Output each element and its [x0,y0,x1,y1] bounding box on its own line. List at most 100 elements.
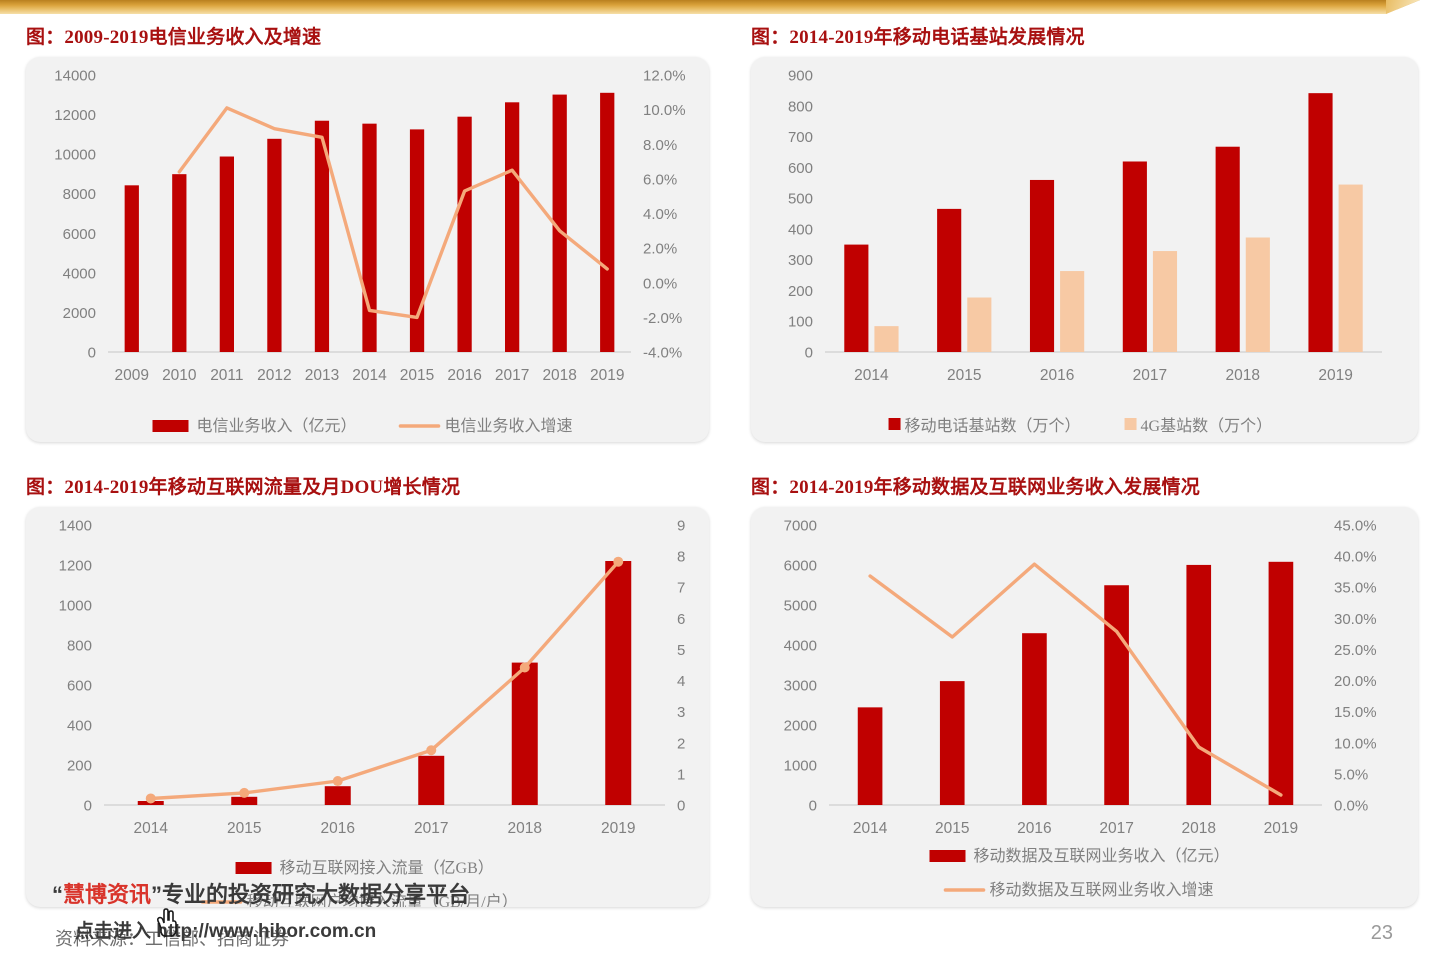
svg-text:2010: 2010 [162,367,197,384]
watermark-link[interactable]: 点击进入 http://www.hibor.com.cn [75,921,377,942]
chart-title-mobile-traffic-dou: 图：2014-2019年移动互联网流量及月DOU增长情况 [26,477,461,498]
svg-text:8000: 8000 [63,186,96,203]
svg-text:2015: 2015 [227,820,261,837]
svg-text:300: 300 [788,252,813,269]
charts-grid: 图：2009-2019电信业务收入及增速 0 2000 4000 6000 8000 10… [0,14,1440,914]
svg-text:2014: 2014 [853,820,888,837]
svg-text:7000: 7000 [784,518,817,535]
svg-text:400: 400 [788,221,813,238]
svg-text:电信业务收入增速: 电信业务收入增速 [445,417,573,435]
svg-text:2017: 2017 [1133,367,1167,384]
svg-text:1200: 1200 [59,558,92,575]
svg-text:200: 200 [788,283,813,300]
top-gold-band-tip [1386,0,1420,14]
chart-card-base-stations: 0 100 200 300 400 500 600 700 800 900 2014 2015 2016… [751,57,1418,442]
svg-text:移动数据及互联网业务收入增速: 移动数据及互联网业务收入增速 [990,881,1214,899]
svg-text:2017: 2017 [414,820,448,837]
svg-text:800: 800 [67,638,92,655]
svg-text:6000: 6000 [784,558,817,575]
svg-text:0: 0 [84,798,92,815]
svg-text:2018: 2018 [542,367,576,384]
svg-text:9: 9 [677,518,685,535]
svg-text:2015: 2015 [400,367,434,384]
svg-text:1400: 1400 [59,518,92,535]
svg-text:移动电话基站数（万个）: 移动电话基站数（万个） [905,417,1081,435]
svg-text:2015: 2015 [947,367,981,384]
svg-text:2017: 2017 [1099,820,1133,837]
svg-text:7: 7 [677,580,685,597]
svg-text:600: 600 [67,678,92,695]
svg-text:2016: 2016 [1040,367,1074,384]
svg-text:2016: 2016 [321,820,355,837]
svg-text:8: 8 [677,549,685,566]
svg-text:1: 1 [677,766,685,783]
svg-text:800: 800 [788,98,813,115]
svg-text:2018: 2018 [1182,820,1216,837]
svg-text:0: 0 [88,345,96,362]
svg-text:200: 200 [67,758,92,775]
chart-cell-base-stations: 图：2014-2019年移动电话基站发展情况 0 100 200 300 400 500 6… [725,14,1440,470]
svg-text:3: 3 [677,704,685,721]
chart-title-telecom-revenue: 图：2009-2019电信业务收入及增速 [26,27,322,48]
svg-text:移动互联网接入流量（亿GB）: 移动互联网接入流量（亿GB） [280,859,494,877]
svg-text:2: 2 [677,735,685,752]
svg-text:10.0%: 10.0% [643,102,686,119]
svg-text:6000: 6000 [63,226,96,243]
svg-text:2013: 2013 [305,367,339,384]
chart-svg-telecom-revenue: 0 2000 4000 6000 8000 10000 12000 14000 -4.0% -2.… [54,68,686,436]
svg-text:6: 6 [677,611,685,628]
watermark-quote-close: ” [151,882,163,907]
svg-text:12000: 12000 [54,107,96,124]
svg-text:0.0%: 0.0% [643,275,677,292]
svg-text:12.0%: 12.0% [643,68,686,85]
page-number: 23 [1370,922,1393,944]
svg-text:500: 500 [788,191,813,208]
svg-text:6.0%: 6.0% [643,171,677,188]
svg-text:700: 700 [788,129,813,146]
svg-text:1000: 1000 [59,598,92,615]
svg-text:4.0%: 4.0% [643,206,677,223]
svg-text:2000: 2000 [63,305,96,322]
svg-text:14000: 14000 [54,68,96,85]
svg-text:10.0%: 10.0% [1334,735,1377,752]
watermark-quote-open: “ [52,882,63,907]
chart-cell-mobile-data-revenue: 图：2014-2019年移动数据及互联网业务收入发展情况 0 1000 2000 30… [725,470,1440,914]
chart-card-mobile-data-revenue: 0 1000 2000 3000 4000 5000 6000 7000 0.0% 5.0% 10.… [751,507,1418,907]
svg-text:2011: 2011 [210,367,243,384]
svg-text:30.0%: 30.0% [1334,611,1377,628]
svg-text:2000: 2000 [784,718,817,735]
chart-cell-telecom-revenue: 图：2009-2019电信业务收入及增速 0 2000 4000 6000 8000 10… [0,14,725,470]
top-gold-band [0,0,1420,14]
svg-text:2012: 2012 [257,367,291,384]
svg-text:900: 900 [788,68,813,85]
svg-text:1000: 1000 [784,758,817,775]
svg-text:0.0%: 0.0% [1334,798,1368,815]
svg-text:移动数据及互联网业务收入（亿元）: 移动数据及互联网业务收入（亿元） [974,847,1230,865]
svg-text:2017: 2017 [495,367,529,384]
svg-text:600: 600 [788,160,813,177]
svg-text:25.0%: 25.0% [1334,642,1377,659]
svg-text:2014: 2014 [352,367,387,384]
svg-text:40.0%: 40.0% [1334,549,1377,566]
svg-text:4G基站数（万个）: 4G基站数（万个） [1141,417,1273,435]
svg-text:0: 0 [805,345,813,362]
svg-text:100: 100 [788,314,813,331]
chart-card-telecom-revenue: 0 2000 4000 6000 8000 10000 12000 14000 -4.0% -2.… [26,57,709,442]
chart-svg-mobile-data-revenue: 0 1000 2000 3000 4000 5000 6000 7000 0.0% 5.0% 10.… [784,518,1377,900]
svg-text:10000: 10000 [54,147,96,164]
svg-text:5000: 5000 [784,598,817,615]
svg-text:2009: 2009 [115,367,149,384]
watermark-brand: 慧博资讯 [63,882,152,907]
watermark-tagline: 专业的投资研究大数据分享平台 [162,882,471,907]
svg-text:45.0%: 45.0% [1334,518,1377,535]
hand-cursor-icon [156,908,177,937]
svg-text:400: 400 [67,718,92,735]
svg-text:2019: 2019 [590,367,624,384]
svg-text:2016: 2016 [447,367,481,384]
chart-svg-mobile-traffic-dou: 0 200 400 600 800 1000 1200 1400 0 1 2 3 4 5 6 7 8 9 2014 2… [59,518,686,908]
svg-text:2019: 2019 [1264,820,1298,837]
svg-text:0: 0 [677,798,685,815]
chart-card-mobile-traffic-dou: 0 200 400 600 800 1000 1200 1400 0 1 2 3 4 5 6 7 8 9 2014 2… [26,507,709,907]
svg-text:2018: 2018 [508,820,542,837]
svg-text:4000: 4000 [63,265,96,282]
